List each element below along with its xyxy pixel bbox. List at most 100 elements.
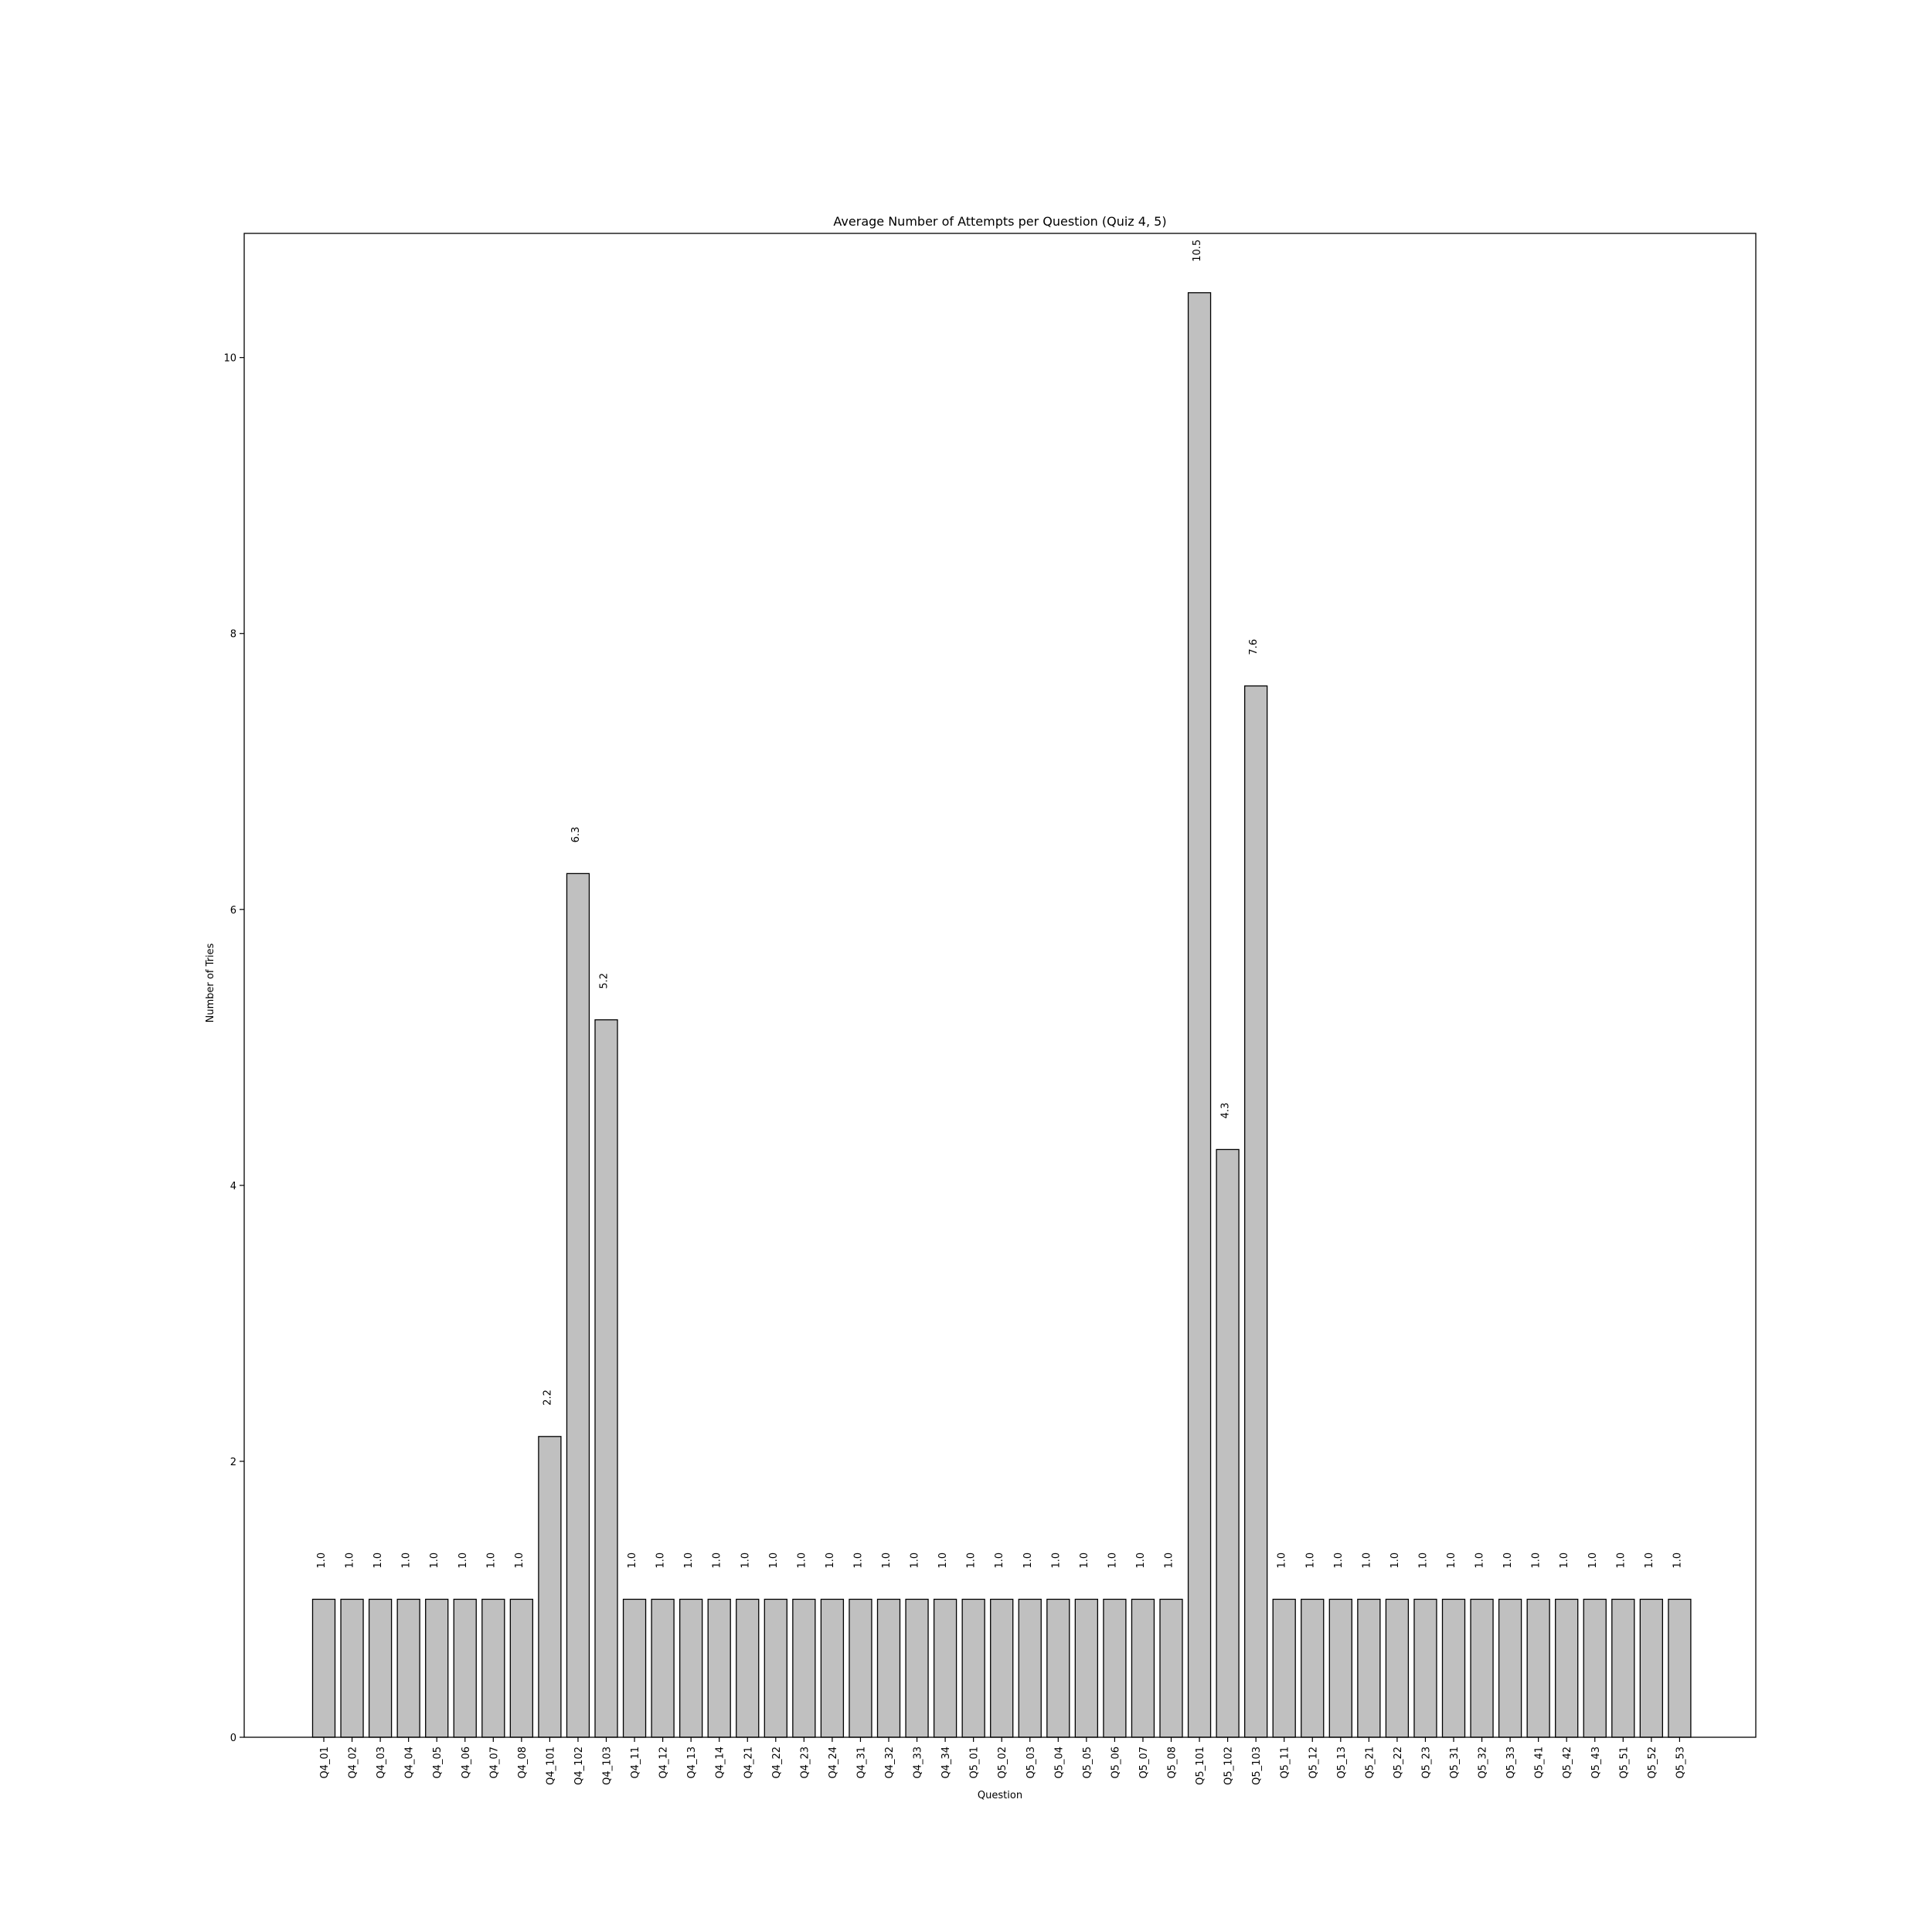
bar [1272,1598,1296,1738]
bar [651,1598,675,1738]
x-tick-label: Q4_05 [432,1747,444,1779]
y-tick-label: 8 [230,629,236,641]
bar [707,1598,731,1738]
x-tick-label: Q5_32 [1478,1747,1489,1779]
x-tick-label: Q5_31 [1449,1747,1461,1779]
bar-value-label: 1.0 [429,1553,440,1569]
bar [792,1598,816,1738]
y-tick-label: 6 [230,905,236,917]
bar [538,1436,562,1738]
bar-value-label: 1.0 [514,1553,526,1569]
bar-value-label: 1.0 [457,1553,469,1569]
bar [1187,292,1212,1738]
x-tick-label: Q4_22 [771,1747,783,1779]
bar-value-label: 7.6 [1248,639,1260,655]
y-tick-label: 4 [230,1181,236,1192]
bar-value-label: 1.0 [1333,1553,1345,1569]
bar [1357,1598,1381,1738]
bar-value-label: 1.0 [1079,1553,1090,1569]
x-tick-label: Q5_41 [1534,1747,1546,1779]
bar-value-label: 1.0 [937,1553,949,1569]
x-tick-label: Q5_11 [1280,1747,1291,1779]
x-tick-label: Q4_14 [715,1747,726,1779]
bar [1413,1598,1437,1738]
bar-value-label: 1.0 [1502,1553,1514,1569]
x-tick-label: Q5_01 [969,1747,981,1779]
x-tick-label: Q4_31 [855,1747,867,1779]
bar [566,872,590,1738]
bar-value-label: 4.3 [1220,1103,1232,1119]
bar-value-label: 6.3 [570,827,582,843]
bar-value-label: 1.0 [1475,1553,1486,1569]
bar [1018,1598,1042,1738]
bar [594,1019,618,1738]
y-axis-ticks: 0 2 4 6 8 10 [223,353,244,1744]
bar [1639,1598,1664,1738]
bar [622,1598,647,1738]
bar [481,1598,505,1738]
bar [1498,1598,1522,1738]
bar [820,1598,845,1738]
bar [1328,1598,1352,1738]
y-tick-label: 2 [230,1457,236,1468]
x-tick-label: Q5_102 [1223,1747,1235,1785]
bar-value-label: 1.0 [655,1553,667,1569]
bar [1668,1598,1692,1738]
bar-value-label: 1.0 [994,1553,1005,1569]
bar [1301,1598,1325,1738]
x-tick-label: Q5_33 [1505,1747,1517,1779]
x-tick-label: Q5_22 [1393,1747,1404,1779]
bar-value-label: 1.0 [1644,1553,1655,1569]
bar [509,1598,533,1738]
bar [425,1598,449,1738]
bar [764,1598,787,1738]
bar-value-label: 5.2 [599,973,611,989]
y-axis-label: Number of Tries [205,943,216,1022]
bar-value-label: 1.0 [1164,1553,1175,1569]
bar-value-label: 1.0 [852,1553,864,1569]
bar-value-label: 1.0 [401,1553,413,1569]
bar [1385,1598,1410,1738]
x-tick-label: Q5_21 [1364,1747,1376,1779]
chart-title: Average Number of Attempts per Question … [833,214,1166,229]
x-tick-label: Q4_06 [461,1747,472,1779]
bar-value-label: 1.0 [966,1553,978,1569]
bar [1244,685,1268,1738]
x-tick-label: Q4_03 [376,1747,387,1779]
bar-value-label: 1.0 [881,1553,893,1569]
bar [1583,1598,1607,1738]
x-tick-label: Q4_08 [517,1747,529,1779]
bar [1526,1598,1550,1738]
x-tick-label: Q4_101 [545,1747,556,1785]
bar [876,1598,901,1738]
x-tick-label: Q4_21 [743,1747,754,1779]
bar-value-label: 1.0 [627,1553,638,1569]
bar-value-label: 1.0 [1531,1553,1543,1569]
bar-value-label: 2.2 [542,1389,553,1406]
bar-value-label: 1.0 [1587,1553,1599,1569]
bar-value-label: 1.0 [1107,1553,1118,1569]
bar [1131,1598,1155,1738]
x-tick-label: Q5_02 [997,1747,1009,1779]
x-tick-label: Q5_52 [1647,1747,1658,1779]
bar [736,1598,760,1738]
x-tick-label: Q4_13 [686,1747,698,1779]
bar-value-label: 1.0 [1135,1553,1147,1569]
x-tick-label: Q4_102 [573,1747,585,1785]
x-axis-label: Question [978,1790,1022,1801]
bar-value-label: 1.0 [1615,1553,1627,1569]
x-tick-label: Q4_34 [940,1747,952,1779]
bar-value-label: 10.5 [1192,240,1203,262]
x-tick-label: Q4_04 [404,1747,416,1779]
bar [679,1598,703,1738]
bar [1555,1598,1579,1738]
x-tick-label: Q4_12 [658,1747,670,1779]
x-tick-label: Q5_103 [1251,1747,1263,1785]
bar-value-label: 1.0 [316,1553,328,1569]
bar [340,1598,364,1738]
bar-value-label: 1.0 [768,1553,780,1569]
bar-value-label: 1.0 [796,1553,808,1569]
x-tick-label: Q5_53 [1675,1747,1686,1779]
plot-area-frame [243,233,1757,1738]
bar [1103,1598,1127,1738]
